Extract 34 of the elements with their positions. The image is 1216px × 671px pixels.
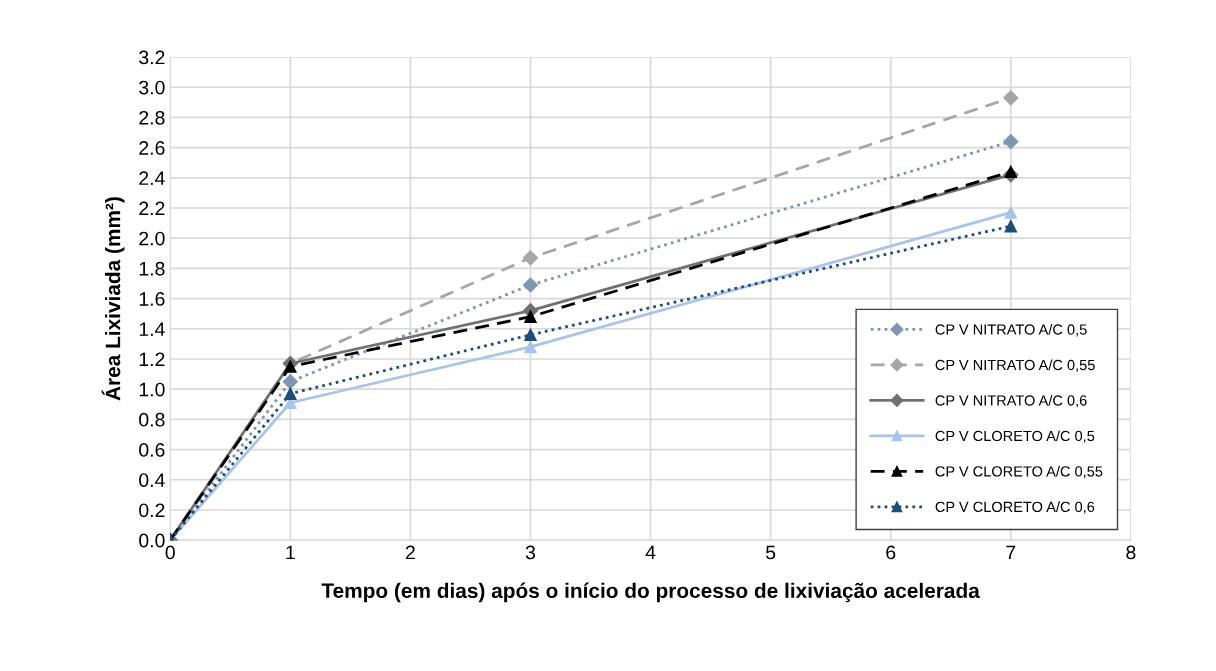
legend-label: CP V CLORETO A/C 0,5 bbox=[935, 430, 1095, 443]
legend-label: CP V CLORETO A/C 0,55 bbox=[935, 465, 1103, 479]
y-tick-label: 3.2 bbox=[139, 50, 165, 65]
x-tick-label: 1 bbox=[286, 545, 295, 560]
y-tick-label: 0.2 bbox=[139, 503, 165, 518]
y-tick-label: 2.8 bbox=[139, 110, 165, 125]
legend-label: CP V NITRATO A/C 0,6 bbox=[935, 394, 1087, 408]
legend-label: CP V CLORETO A/C 0,6 bbox=[935, 501, 1095, 514]
y-tick-label: 2.4 bbox=[139, 171, 165, 185]
y-tick-label: 0.8 bbox=[139, 412, 165, 427]
legend-label: CP V NITRATO A/C 0,55 bbox=[935, 359, 1095, 372]
legend-label: CP V NITRATO A/C 0,5 bbox=[935, 323, 1087, 337]
x-axis-title: Tempo (em dias) após o início do processo de lixiviação acelerada bbox=[321, 582, 980, 603]
y-tick-label: 1.8 bbox=[139, 261, 165, 276]
x-tick-label: 2 bbox=[405, 545, 415, 560]
x-tick-label: 8 bbox=[1126, 545, 1136, 560]
y-tick-label: 2.0 bbox=[139, 231, 165, 246]
y-tick-label: 1.6 bbox=[139, 292, 165, 306]
x-tick-label: 0 bbox=[165, 545, 175, 560]
x-tick-label: 3 bbox=[525, 545, 536, 560]
y-tick-label: 1.4 bbox=[139, 322, 165, 336]
y-tick-label: 1.2 bbox=[139, 352, 165, 367]
y-tick-label: 0.6 bbox=[139, 443, 165, 457]
y-tick-label: 2.6 bbox=[139, 141, 165, 155]
x-tick-label: 4 bbox=[645, 545, 656, 560]
x-tick-label: 7 bbox=[1006, 545, 1016, 560]
y-tick-label: 0.4 bbox=[139, 473, 165, 487]
y-tick-label: 1.0 bbox=[139, 382, 165, 397]
y-tick-label: 3.0 bbox=[139, 80, 165, 95]
x-tick-label: 6 bbox=[886, 545, 896, 560]
y-tick-label: 2.2 bbox=[139, 201, 165, 216]
y-tick-label: 0.0 bbox=[139, 533, 165, 548]
x-tick-label: 5 bbox=[766, 545, 776, 560]
y-axis-title: Área Lixiviada (mm²) bbox=[101, 197, 125, 401]
